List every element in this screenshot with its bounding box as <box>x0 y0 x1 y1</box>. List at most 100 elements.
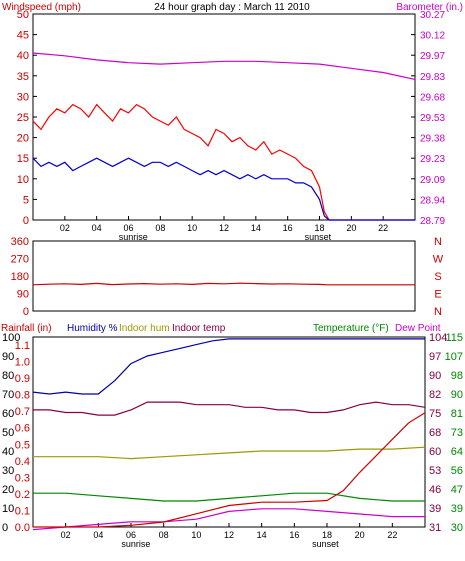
humidity-tick-0: 0 <box>2 522 8 534</box>
time-tick-10: 10 <box>187 223 197 233</box>
rainfall-tick-0.9: 0.9 <box>15 373 30 385</box>
humidity-tick-70: 70 <box>2 389 14 401</box>
time-tick-lower-04: 04 <box>93 530 103 540</box>
series-line-indoor_temp <box>33 401 426 416</box>
windspeed-tick-10: 10 <box>17 174 29 186</box>
humidity-tick-30: 30 <box>2 465 14 477</box>
direction-tick-90: 90 <box>17 289 29 301</box>
rainfall-tick-0.3: 0.3 <box>15 472 30 484</box>
barometer-tick-29.23: 29.23 <box>420 154 445 165</box>
time-tick-16: 16 <box>283 223 293 233</box>
time-tick-lower-16: 16 <box>289 530 299 540</box>
time-tick-lower-02: 02 <box>61 530 71 540</box>
wind-baro-plot-frame <box>32 13 416 221</box>
rainfall-tick-1.1: 1.1 <box>15 340 30 352</box>
humidity-tick-40: 40 <box>2 446 14 458</box>
rainfall-tick-0.5: 0.5 <box>15 439 30 451</box>
barometer-tick-29.09: 29.09 <box>420 175 445 186</box>
time-tick-06: 06 <box>123 223 133 233</box>
wind-direction-plot-frame <box>32 240 416 312</box>
chart-title: 24 hour graph day : March 11 2010 <box>154 2 310 13</box>
direction-tick-180: 180 <box>11 271 29 283</box>
rainfall-tick-0.8: 0.8 <box>15 390 30 402</box>
indoor-temp-tick-46: 46 <box>429 484 441 496</box>
indoor-temp-tick-104: 104 <box>429 332 447 344</box>
sunrise-label: sunrise <box>119 232 148 242</box>
direction-tick-labels: 360 270 180 90 0 <box>11 236 29 318</box>
indoor-temp-tick-82: 82 <box>429 389 441 401</box>
series-line-gust <box>32 103 415 221</box>
rainfall-tick-0.0: 0.0 <box>15 522 30 534</box>
series-line-wind-direction <box>32 282 415 286</box>
rainfall-tick-1.0: 1.0 <box>15 357 30 369</box>
indoor-temp-tick-75: 75 <box>429 408 441 420</box>
rainfall-tick-0.1: 0.1 <box>15 505 30 517</box>
temperature-tick-73: 73 <box>451 427 463 439</box>
temperature-tick-107: 107 <box>445 351 463 363</box>
barometer-tick-29.97: 29.97 <box>420 51 445 62</box>
legend-rainfall: Rainfall (in) <box>1 323 52 334</box>
indoor-temp-tick-31: 31 <box>429 522 441 534</box>
windspeed-tick-35: 35 <box>17 71 29 83</box>
time-tick-lower-12: 12 <box>224 530 234 540</box>
time-tick-lower-10: 10 <box>191 530 201 540</box>
compass-letter-E: E <box>434 289 441 301</box>
indoor-temp-tick-labels: 104 97 90 82 75 68 60 53 46 39 31 <box>429 332 447 534</box>
compass-letter-S: S <box>434 271 441 283</box>
temp-hum-series <box>32 338 426 531</box>
time-tick-lower-22: 22 <box>387 530 397 540</box>
temperature-tick-30: 30 <box>451 522 463 534</box>
temperature-tick-90: 90 <box>451 389 463 401</box>
temperature-tick-64: 64 <box>451 446 463 458</box>
windspeed-axis-label: Windspeed (mph) <box>2 2 81 13</box>
time-tick-12: 12 <box>219 223 229 233</box>
windspeed-tick-50: 50 <box>17 9 29 21</box>
time-tick-lower-18: 18 <box>322 530 332 540</box>
windspeed-tick-30: 30 <box>17 91 29 103</box>
time-tick-lower-08: 08 <box>159 530 169 540</box>
legend-indoor-hum: Indoor hum <box>119 323 170 334</box>
indoor-temp-tick-53: 53 <box>429 465 441 477</box>
time-tick-08: 08 <box>155 223 165 233</box>
temperature-tick-81: 81 <box>451 408 463 420</box>
compass-letter-W: W <box>433 254 444 266</box>
series-line-humidity <box>32 338 425 395</box>
temperature-tick-115: 115 <box>445 332 463 344</box>
rainfall-tick-0.4: 0.4 <box>15 456 30 468</box>
series-line-rainfall <box>33 412 426 528</box>
series-line-indoor_hum <box>33 446 426 460</box>
time-tick-22: 22 <box>378 223 388 233</box>
wind-direction-series <box>32 282 415 286</box>
temperature-tick-56: 56 <box>451 465 463 477</box>
time-tick-14: 14 <box>251 223 261 233</box>
windspeed-tick-0: 0 <box>23 215 29 227</box>
series-line-baro <box>32 52 416 80</box>
indoor-temp-tick-60: 60 <box>429 446 441 458</box>
indoor-temp-tick-68: 68 <box>429 427 441 439</box>
temperature-tick-98: 98 <box>451 370 463 382</box>
time-tick-labels-lower: 02 04 06 08 10 12 14 16 18 20 22 <box>61 523 397 540</box>
humidity-tick-50: 50 <box>2 427 14 439</box>
sunset-label-lower: sunset <box>312 539 339 549</box>
barometer-tick-30.12: 30.12 <box>420 31 445 42</box>
windspeed-tick-5: 5 <box>23 194 29 206</box>
indoor-temp-tick-90: 90 <box>429 370 441 382</box>
rainfall-tick-labels: 1.1 1.0 0.9 0.8 0.7 0.6 0.5 0.4 0.3 0.2 0.1 0.0 <box>15 340 30 534</box>
rainfall-tick-0.2: 0.2 <box>15 489 30 501</box>
time-tick-02: 02 <box>60 223 70 233</box>
legend-temperature: Temperature (°F) <box>313 323 389 334</box>
humidity-tick-10: 10 <box>2 503 14 515</box>
barometer-tick-28.94: 28.94 <box>420 195 445 206</box>
temp-hum-panel: Rainfall (in) Humidity % Indoor hum Indo… <box>1 323 463 549</box>
series-line-temperature <box>33 492 425 502</box>
wind-baro-panel: Windspeed (mph) 24 hour graph day : Marc… <box>2 2 463 242</box>
series-line-avg <box>32 157 415 221</box>
temperature-tick-47: 47 <box>451 484 463 496</box>
windspeed-tick-45: 45 <box>17 30 29 42</box>
barometer-tick-30.27: 30.27 <box>420 10 445 21</box>
